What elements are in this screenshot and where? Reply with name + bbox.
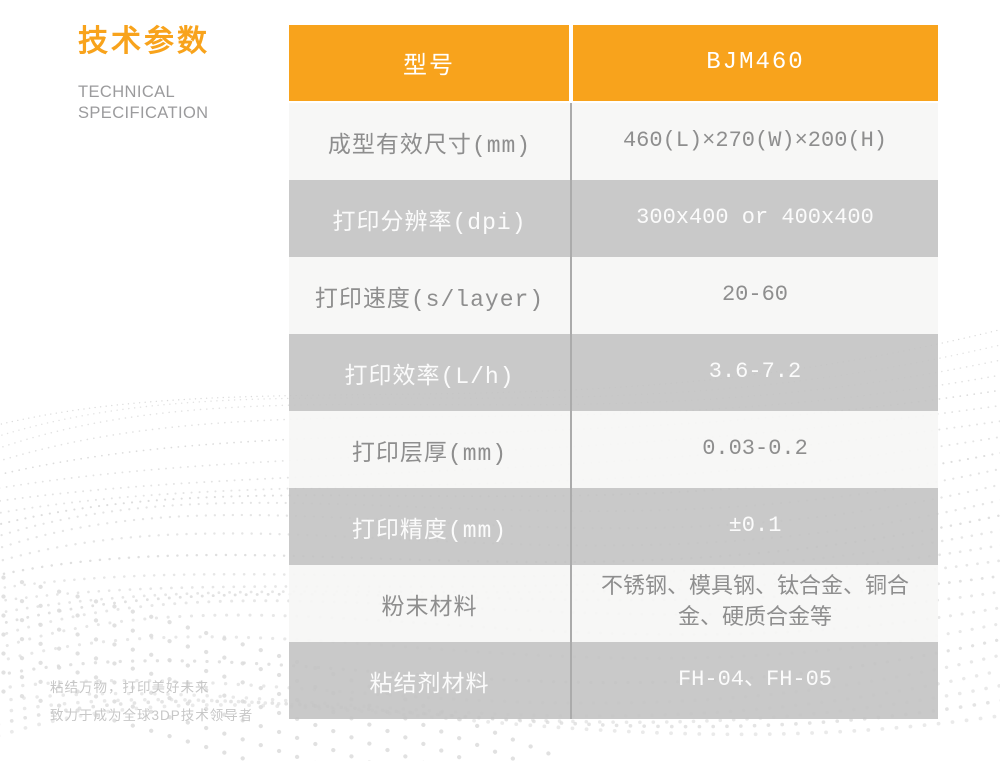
spec-value: 460(L)×270(W)×200(H) xyxy=(622,128,888,154)
table-row: 粉末材料 不锈钢、模具钢、钛合金、铜合金、硬质合金等 xyxy=(289,565,938,642)
model-header-cell: 型号 xyxy=(289,25,569,101)
spec-value: 20-60 xyxy=(721,282,788,308)
spec-value: 3.6-7.2 xyxy=(708,359,802,385)
column-divider xyxy=(570,257,572,334)
column-divider xyxy=(570,565,572,642)
table-row: 打印层厚(mm) 0.03-0.2 xyxy=(289,411,938,488)
spec-table: 型号 BJM460 成型有效尺寸(mm) 460(L)×270(W)×200(H… xyxy=(289,25,938,719)
page-header: 技术参数 TECHNICAL SPECIFICATION xyxy=(78,26,210,124)
table-row: 打印效率(L/h) 3.6-7.2 xyxy=(289,334,938,411)
spec-label: 粘结剂材料 xyxy=(369,671,490,698)
spec-table-header-row: 型号 BJM460 xyxy=(289,25,938,101)
page-subtitle-line1: TECHNICAL xyxy=(78,83,176,101)
spec-label: 打印效率(L/h) xyxy=(344,363,515,390)
column-divider xyxy=(570,411,572,488)
spec-value: FH-04、FH-05 xyxy=(677,667,833,693)
page-subtitle-line2: SPECIFICATION xyxy=(78,104,209,122)
column-divider xyxy=(570,180,572,257)
table-row: 打印速度(s/layer) 20-60 xyxy=(289,257,938,334)
slogan-line1: 粘结万物，打印美好未来 xyxy=(50,680,210,695)
column-divider xyxy=(570,334,572,411)
table-row: 打印分辨率(dpi) 300x400 or 400x400 xyxy=(289,180,938,257)
spec-label: 成型有效尺寸(mm) xyxy=(327,132,532,159)
table-row: 打印精度(mm) ±0.1 xyxy=(289,488,938,565)
footer-slogan: 粘结万物，打印美好未来 致力于成为全球3DP技术领导者 xyxy=(50,674,253,730)
column-divider xyxy=(570,103,572,180)
model-value-cell: BJM460 xyxy=(573,25,938,101)
spec-value: 不锈钢、模具钢、钛合金、铜合金、硬质合金等 xyxy=(600,574,909,631)
spec-value: 300x400 or 400x400 xyxy=(636,205,874,231)
spec-label: 打印层厚(mm) xyxy=(351,440,508,467)
spec-label: 打印精度(mm) xyxy=(351,517,508,544)
header-column-divider xyxy=(569,25,573,101)
column-divider xyxy=(570,488,572,565)
column-divider xyxy=(570,642,572,719)
table-row: 粘结剂材料 FH-04、FH-05 xyxy=(289,642,938,719)
spec-value: ±0.1 xyxy=(728,513,782,539)
spec-label: 打印分辨率(dpi) xyxy=(332,209,527,236)
page-title: 技术参数 xyxy=(78,25,210,58)
table-row: 成型有效尺寸(mm) 460(L)×270(W)×200(H) xyxy=(289,103,938,180)
spec-value: 0.03-0.2 xyxy=(702,436,808,462)
spec-label: 粉末材料 xyxy=(381,594,478,621)
spec-label: 打印速度(s/layer) xyxy=(314,286,545,313)
slogan-line2: 致力于成为全球3DP技术领导者 xyxy=(50,708,254,723)
page-subtitle: TECHNICAL SPECIFICATION xyxy=(78,82,210,124)
